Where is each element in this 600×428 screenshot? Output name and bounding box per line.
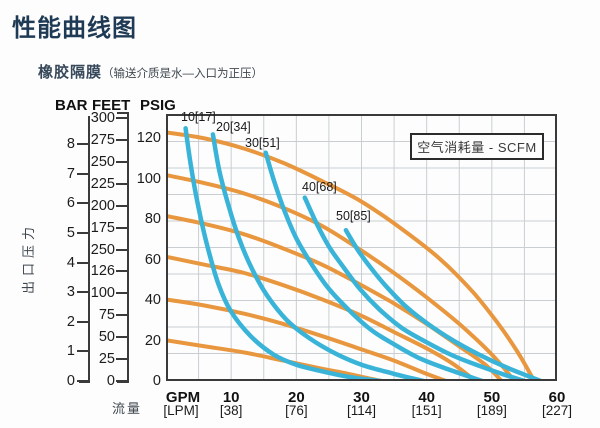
bar-tick-label: 0 xyxy=(66,373,75,389)
feet-tick-mark xyxy=(116,292,127,295)
bar-tick-mark xyxy=(77,350,88,353)
plot-area xyxy=(166,114,557,381)
chart-subtitle: 橡胶隔膜（输送介质是水—入口为正压） xyxy=(38,61,263,82)
air-curve-50[85] xyxy=(343,227,543,381)
performance-curve-120-psig xyxy=(166,130,537,381)
subtitle-note: （输送介质是水—入口为正压） xyxy=(102,68,264,80)
page-title: 性能曲线图 xyxy=(12,15,137,42)
bar-axis-line xyxy=(88,116,90,383)
air-curve-label: 20[34] xyxy=(216,120,251,134)
x-tick-lpm: [227] xyxy=(542,403,573,418)
x-tick-lpm: [114] xyxy=(346,403,377,418)
plot-border xyxy=(166,114,557,381)
psig-tick-label: 60 xyxy=(144,251,161,268)
feet-tick-label: 250 xyxy=(90,153,115,170)
feet-tick-label: 300 xyxy=(90,110,115,126)
feet-tick-label: 126 xyxy=(90,263,115,280)
bar-tick-mark xyxy=(77,320,88,323)
air-curve-20[34] xyxy=(210,132,426,381)
feet-tick-label: 175 xyxy=(90,219,115,236)
feet-tick-label: 275 xyxy=(90,131,115,148)
feet-tick-label: 50 xyxy=(98,329,115,346)
feet-tick-label: 225 xyxy=(90,175,115,192)
feet-tick-label: 250 xyxy=(90,241,115,258)
air-curve-30[51] xyxy=(263,150,485,381)
performance-curve-100-psig xyxy=(166,173,517,381)
bar-tick-label: 3 xyxy=(66,284,75,301)
feet-axis-top-foot xyxy=(117,112,129,114)
feet-tick-mark xyxy=(116,336,127,339)
x-unit-lpm: [LPM] xyxy=(163,403,199,418)
psig-tick-label: 0 xyxy=(152,373,161,389)
bar-tick-mark xyxy=(77,202,88,205)
feet-tick-mark xyxy=(116,182,127,185)
bar-tick-label: 8 xyxy=(66,136,75,152)
air-curve-label: 40[68] xyxy=(302,180,337,194)
psig-tick-label: 40 xyxy=(144,292,161,308)
x-tick-lpm: [76] xyxy=(285,403,308,418)
feet-axis-header: FEET xyxy=(92,97,131,114)
air-curve-label: 10[17] xyxy=(181,110,216,124)
feet-tick-mark xyxy=(116,314,127,317)
x-tick-gpm: 50 xyxy=(483,389,501,406)
x-axis-title: 流量 xyxy=(112,401,143,416)
psig-tick-label: 120 xyxy=(136,130,161,146)
bar-tick-label: 6 xyxy=(66,195,75,212)
feet-tick-label: 0 xyxy=(106,373,115,389)
bar-tick-mark xyxy=(77,380,88,382)
feet-tick-label: 75 xyxy=(98,307,115,324)
bar-axis-foot xyxy=(79,381,90,383)
y-axis-title: 出口压力 xyxy=(21,222,36,295)
bar-tick-label: 2 xyxy=(66,313,75,330)
feet-tick-mark xyxy=(116,226,127,229)
x-tick-gpm: 60 xyxy=(548,389,566,406)
feet-axis-bottom-foot xyxy=(117,381,129,383)
performance-curve-80-psig xyxy=(166,213,504,381)
legend-label: 空气消耗量 - SCFM xyxy=(417,140,537,155)
bar-tick-mark xyxy=(77,231,88,234)
bar-tick-mark xyxy=(77,143,88,145)
psig-tick-label: 20 xyxy=(144,332,161,349)
feet-tick-mark xyxy=(116,204,127,207)
x-tick-lpm: [151] xyxy=(411,403,442,418)
x-tick-lpm: [189] xyxy=(476,403,507,418)
air-curve-label: 50[85] xyxy=(336,209,371,223)
feet-tick-mark xyxy=(116,138,127,141)
bar-tick-mark xyxy=(77,172,88,175)
feet-tick-mark xyxy=(116,380,127,382)
feet-tick-mark xyxy=(116,248,127,251)
air-curve-label: 30[51] xyxy=(245,136,280,150)
x-tick-gpm: 30 xyxy=(353,389,370,406)
x-tick-gpm: 20 xyxy=(287,389,305,406)
psig-tick-label: 80 xyxy=(144,211,161,227)
bar-tick-label: 5 xyxy=(66,224,75,241)
bar-tick-mark xyxy=(77,261,88,264)
feet-tick-mark xyxy=(116,117,127,119)
feet-axis-line xyxy=(127,112,129,383)
psig-tick-label: 100 xyxy=(136,170,161,187)
x-unit-gpm: GPM xyxy=(165,389,201,406)
bar-tick-label: 4 xyxy=(66,254,75,271)
air-curve-10[17] xyxy=(183,126,384,381)
feet-tick-label: 200 xyxy=(90,197,115,214)
air-curve-40[68] xyxy=(302,195,527,381)
feet-tick-label: 100 xyxy=(90,285,115,302)
bar-tick-mark xyxy=(77,291,88,294)
feet-tick-mark xyxy=(116,270,127,273)
performance-curve-40-psig xyxy=(166,297,449,381)
feet-tick-label: 25 xyxy=(98,351,115,368)
feet-tick-mark xyxy=(116,160,127,163)
x-tick-lpm: [38] xyxy=(219,403,243,418)
subtitle-main: 橡胶隔膜 xyxy=(38,64,103,81)
bar-axis-header: BAR xyxy=(55,97,88,114)
feet-tick-mark xyxy=(116,358,127,361)
bar-tick-label: 7 xyxy=(66,165,75,182)
legend-box: 空气消耗量 - SCFM xyxy=(410,133,544,160)
bar-tick-label: 1 xyxy=(66,343,75,360)
x-tick-gpm: 10 xyxy=(222,389,240,406)
x-tick-gpm: 40 xyxy=(418,389,436,406)
performance-curve-60-psig xyxy=(166,254,478,381)
psig-axis-header: PSIG xyxy=(140,97,176,114)
